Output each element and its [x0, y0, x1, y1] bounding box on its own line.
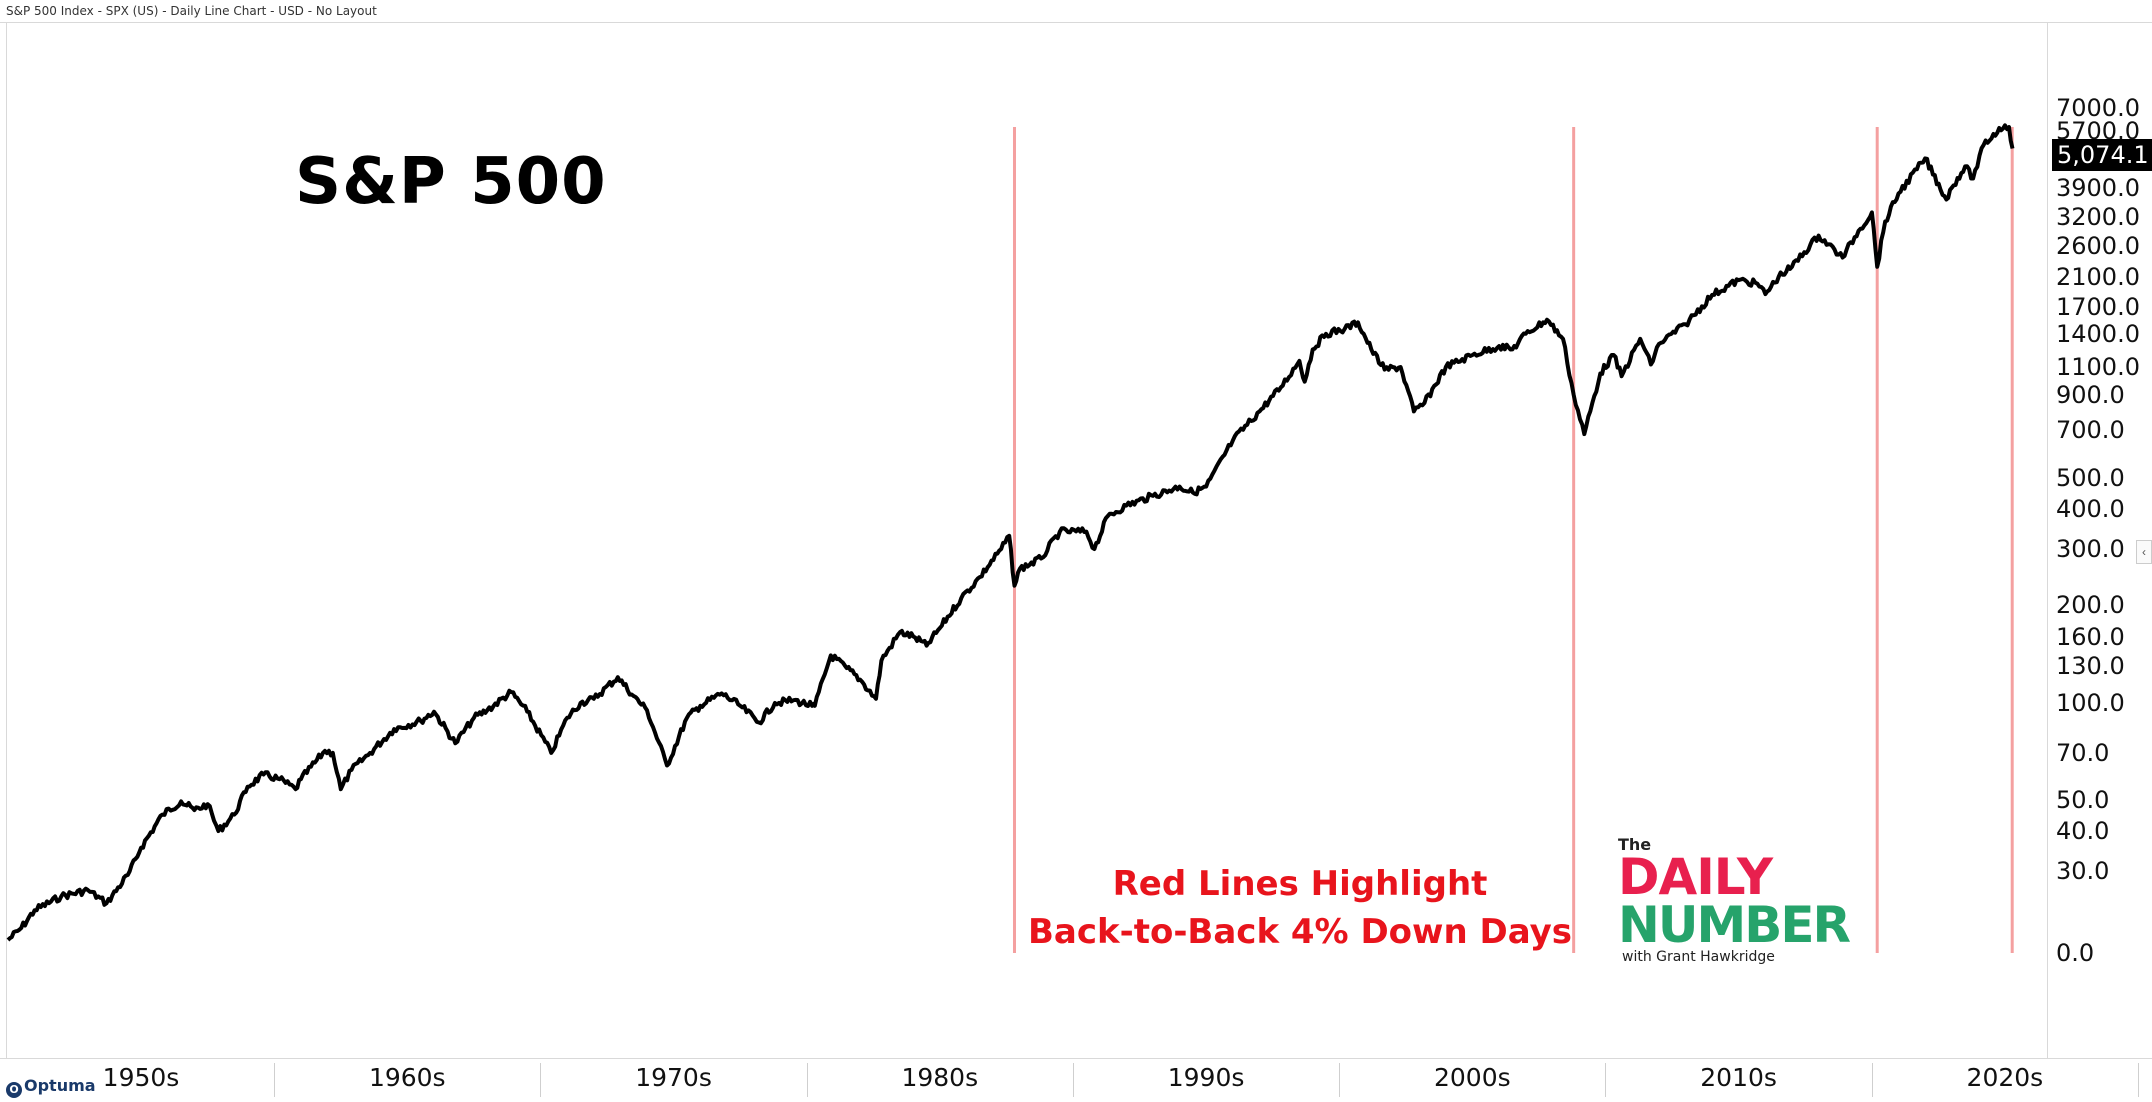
y-tick-label: 900.0 [2056, 380, 2125, 409]
highlight-lines [1012, 127, 2014, 953]
sp500-price-line [6, 123, 2015, 942]
x-tick-label-2020s: 2020s [1872, 1063, 2139, 1097]
x-tick-label-1950s: 1950s [8, 1063, 275, 1097]
annotation-line-1: Red Lines Highlight [1112, 864, 1488, 904]
y-tick-label: 200.0 [2056, 591, 2125, 619]
y-tick-label: 1100.0 [2056, 353, 2140, 381]
y-tick-label: 130.0 [2056, 651, 2125, 680]
y-tick-label: 3900.0 [2056, 173, 2140, 202]
x-tick-label-1990s: 1990s [1073, 1063, 1341, 1097]
chart-header-text: S&P 500 Index - SPX (US) - Daily Line Ch… [6, 4, 377, 18]
optuma-logo: O Optuma [6, 1076, 96, 1098]
logo-number: NUMBER [1618, 896, 1851, 954]
y-tick-label: 2600.0 [2056, 232, 2140, 260]
annotation-text: Red Lines Highlight Back-to-Back 4% Down… [1020, 860, 1580, 956]
annotation-line-2: Back-to-Back 4% Down Days [1027, 912, 1573, 952]
y-tick-label: 40.0 [2056, 817, 2110, 845]
x-tick-label-1970s: 1970s [541, 1063, 808, 1097]
y-tick-label: 50.0 [2056, 786, 2110, 814]
y-tick-label: 3200.0 [2056, 203, 2140, 231]
plot-area[interactable] [6, 22, 2048, 1058]
y-tick-label: 160.0 [2056, 622, 2125, 651]
y-tick-label: 1700.0 [2056, 293, 2140, 321]
y-tick-label: 1400.0 [2056, 319, 2140, 348]
daily-number-logo: The DAILY NUMBER with Grant Hawkridge [1618, 835, 1858, 965]
y-tick-label: 7000.0 [2056, 94, 2140, 122]
last-value-label: 5,074.1 [2052, 139, 2152, 171]
x-axis[interactable] [0, 1058, 2152, 1102]
optuma-icon: O [6, 1082, 22, 1098]
y-tick-label: 0.0 [2056, 939, 2095, 967]
chart-header-bar: S&P 500 Index - SPX (US) - Daily Line Ch… [0, 0, 2152, 23]
y-tick-label: 500.0 [2056, 464, 2125, 492]
chart-title: S&P 500 [295, 145, 607, 219]
y-tick-label: 300.0 [2056, 535, 2125, 563]
y-tick-label: 400.0 [2056, 495, 2125, 523]
y-tick-label: 30.0 [2056, 857, 2110, 885]
collapse-panel-button[interactable]: ‹ [2136, 540, 2152, 564]
y-tick-label: 2100.0 [2056, 262, 2140, 291]
x-tick-label-1960s: 1960s [274, 1063, 542, 1097]
y-tick-label: 70.0 [2056, 738, 2110, 767]
optuma-text: Optuma [24, 1076, 96, 1095]
y-tick-label: 100.0 [2056, 689, 2125, 717]
logo-daily: DAILY [1618, 848, 1773, 906]
x-tick-label-2010s: 2010s [1606, 1063, 1873, 1097]
y-tick-label: 700.0 [2056, 416, 2125, 444]
x-tick-label-2000s: 2000s [1339, 1063, 1607, 1097]
x-tick-label-1980s: 1980s [807, 1063, 1074, 1097]
logo-the: The [1618, 835, 1652, 854]
logo-byline: with Grant Hawkridge [1622, 949, 1775, 965]
